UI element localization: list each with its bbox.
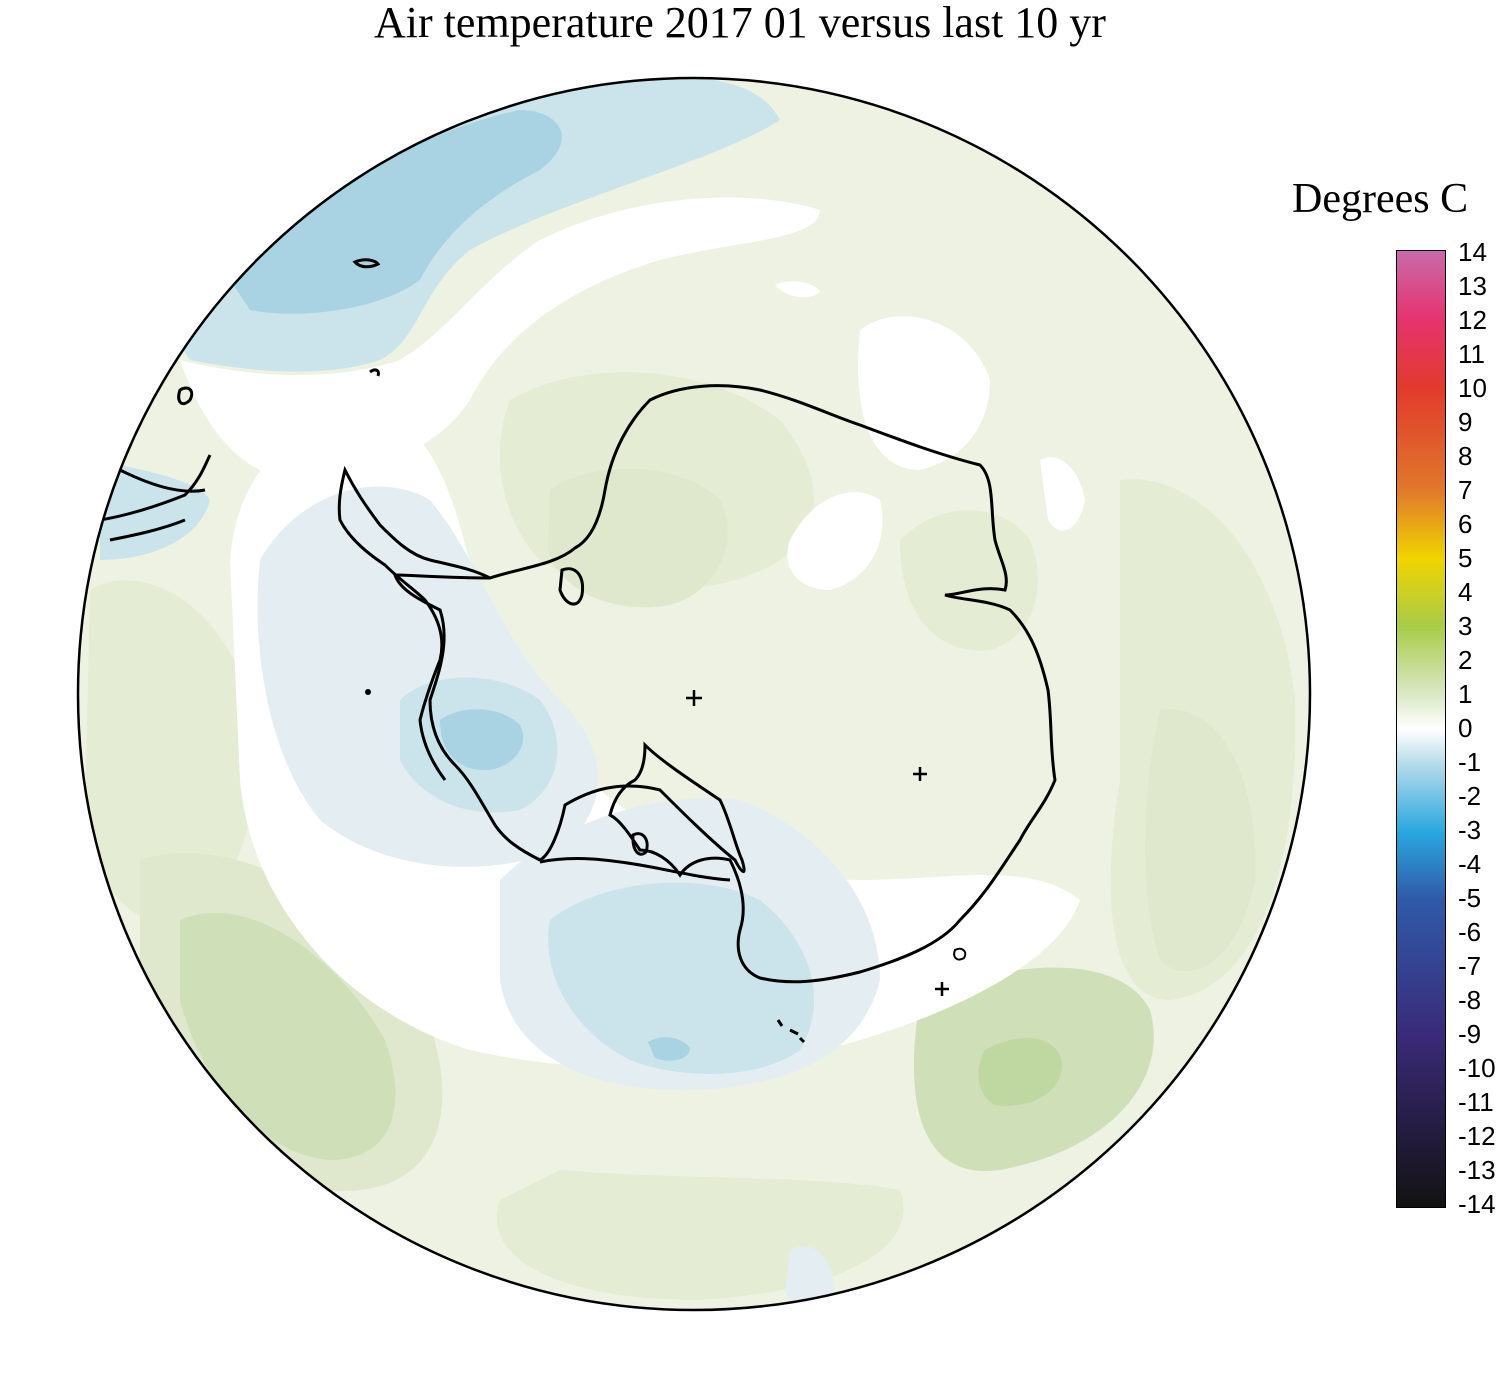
anomaly-region-white-spot-east	[1040, 457, 1085, 531]
anomaly-region-white-spot-north	[775, 281, 820, 298]
color-scale-tick-label: 0	[1458, 713, 1473, 743]
anomaly-region-green-east-core	[1145, 709, 1256, 972]
color-scale-tick-label: 7	[1458, 475, 1473, 505]
kerguelen-outline	[953, 947, 967, 961]
color-scale-tick-label: -1	[1458, 747, 1482, 777]
anomaly-region-lightblue-ross	[548, 882, 815, 1074]
anomaly-region-green-dronning-maud	[900, 510, 1038, 651]
anomaly-region-white-continent-north	[858, 316, 990, 470]
color-scale-tick-label: 10	[1458, 373, 1487, 403]
anomaly-region-green-southeast-core	[978, 1038, 1062, 1106]
color-scale-tick-label: -5	[1458, 883, 1482, 913]
color-scale-tick-label: 14	[1458, 237, 1487, 267]
ross-ice-shelf-edge	[539, 857, 731, 882]
color-scale-tick-label: -12	[1458, 1121, 1496, 1151]
anomaly-region-blue-bellingshausen-core	[440, 709, 524, 771]
south-georgia-island	[352, 258, 381, 269]
color-scale-tick-label: -10	[1458, 1053, 1496, 1083]
color-scale-bar	[1396, 250, 1446, 1208]
color-scale-tick-label: 13	[1458, 271, 1487, 301]
south-america-coastline	[99, 454, 212, 542]
color-scale-tick-label: 9	[1458, 407, 1473, 437]
roosevelt-island	[631, 832, 649, 856]
plus-marker-east-antarctica	[913, 767, 927, 781]
color-scale-tick-label: -7	[1458, 951, 1482, 981]
plus-marker-pole	[686, 690, 702, 706]
color-scale-tick-label: 8	[1458, 441, 1473, 471]
color-scale-tick-label: 5	[1458, 543, 1473, 573]
color-scale-tick-label: -3	[1458, 815, 1482, 845]
color-scale-tick-label: 6	[1458, 509, 1473, 539]
color-scale-tick-label: -4	[1458, 849, 1482, 879]
peter-i-island	[365, 689, 371, 695]
anomaly-region-white-band-north	[180, 197, 820, 480]
map-boundary	[76, 76, 1312, 1312]
plus-marker-coast	[935, 982, 949, 996]
chart-title: Air temperature 2017 01 versus last 10 y…	[374, 0, 1106, 47]
balleny-islands	[776, 1019, 806, 1044]
anomaly-region-green-left	[85, 580, 256, 922]
legend-title: Degrees C	[1292, 176, 1469, 222]
anomaly-region-green-weddell-core	[548, 468, 728, 608]
anomaly-region-blue-northwest-core	[230, 110, 562, 314]
color-scale-tick-label: -14	[1458, 1189, 1496, 1219]
color-scale-tick-label: 4	[1458, 577, 1473, 607]
color-scale-tick-label: -8	[1458, 985, 1482, 1015]
color-scale-tick-label: 1	[1458, 679, 1473, 709]
anomaly-region-blue-ross-core	[648, 1037, 690, 1061]
antarctic-peninsula-coastline	[337, 465, 491, 781]
color-scale-tick-label: -11	[1458, 1087, 1494, 1117]
falkland-islands	[177, 386, 194, 406]
color-scale-tick-label: 3	[1458, 611, 1473, 641]
anomaly-region-green-southwest-core	[180, 912, 396, 1160]
color-scale-tick-label: 2	[1458, 645, 1473, 675]
anomaly-region-white-continent-center	[787, 492, 883, 590]
color-scale-tick-label: -9	[1458, 1019, 1482, 1049]
color-scale-tick-label: -13	[1458, 1155, 1496, 1185]
berkner-island	[558, 567, 585, 606]
color-scale-tick-label: 11	[1458, 339, 1485, 369]
south-orkney-islands	[369, 368, 380, 377]
color-scale-tick-label: -2	[1458, 781, 1482, 811]
color-scale-tick-label: -6	[1458, 917, 1482, 947]
antarctica-coastline	[392, 384, 1057, 984]
color-scale-tick-label: 12	[1458, 305, 1487, 335]
